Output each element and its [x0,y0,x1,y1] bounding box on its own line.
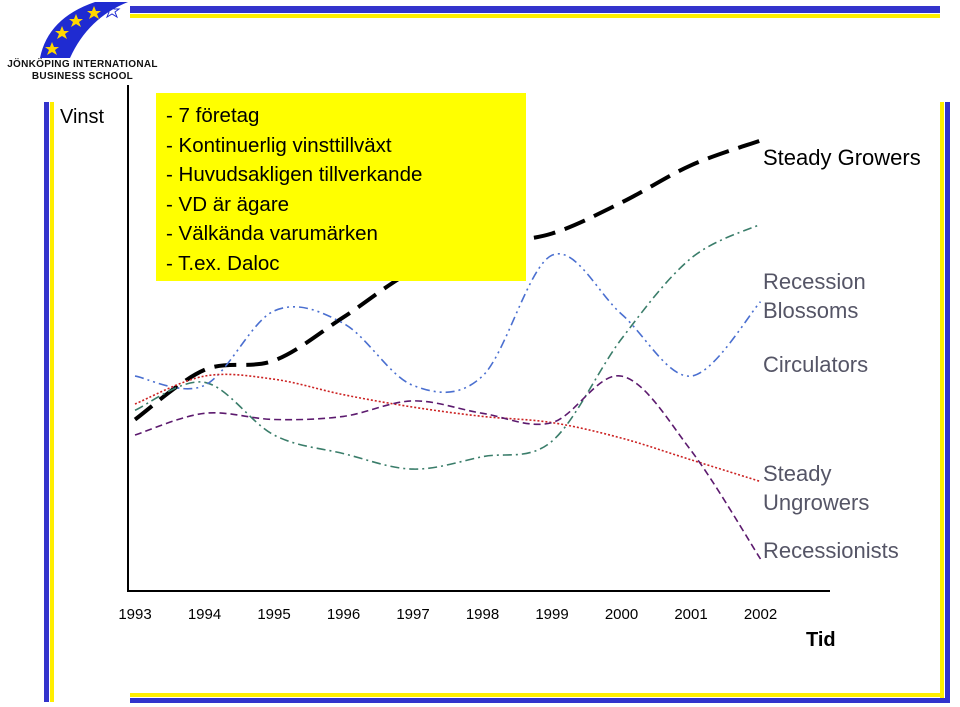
x-tick-label: 1998 [465,606,500,623]
info-line: - VD är ägare [166,192,290,216]
series-line-recession-blossoms [134,223,761,470]
frame-bottom-blue [130,698,950,703]
y-axis-label: Vinst [60,106,105,128]
school-logo: JÖNKÖPING INTERNATIONAL BUSINESS SCHOOL [0,0,170,85]
logo-outline-star [103,2,121,19]
series-layer [133,138,762,560]
label-recession-blossoms-2: Blossoms [763,298,859,323]
label-circulators: Circulators [763,352,869,377]
info-line: - Välkända varumärken [166,222,378,245]
x-tick-label: 2001 [674,606,708,623]
label-recession-blossoms-1: Recession [763,269,866,294]
frame-right-blue [945,102,950,702]
series-line-steady-ungrowers [134,373,761,483]
logo-stars [45,6,101,55]
frame-top-yellow [130,14,940,18]
label-steady-ungrowers-2: Ungrowers [763,490,870,515]
series-line-circulators [134,253,762,394]
logo-line-2: BUSINESS SCHOOL [31,71,134,82]
frame-top-blue [130,6,940,13]
series-line-steady-growers [133,138,762,422]
frame-right-yellow [940,102,944,702]
frame-bottom-yellow [130,693,940,697]
logo-line-1: JÖNKÖPING INTERNATIONAL [7,59,158,70]
info-box: - 7 företag - Kontinuerlig vinsttillväxt… [156,93,526,281]
x-tick-label: 1996 [326,606,361,623]
logo-arc [40,2,128,58]
label-recessionists: Recessionists [763,538,899,563]
info-line: - Kontinuerlig vinsttillväxt [166,133,392,157]
x-axis-label: Tid [806,629,836,651]
x-tick-label: 1995 [257,606,291,623]
label-steady-growers: Steady Growers [763,145,921,170]
x-tick-label: 1993 [118,606,152,623]
info-line: - 7 företag [166,104,260,127]
frame-left-blue [44,102,49,702]
x-tick-label: 2002 [743,606,778,623]
x-tick-label: 1999 [535,606,569,623]
x-tick-label: 1997 [396,606,430,623]
info-line: - T.ex. Daloc [166,251,280,275]
label-steady-ungrowers-1: Steady [763,461,832,486]
info-line: - Huvudsakligen tillverkande [166,163,423,186]
x-tick-label: 1994 [187,606,222,623]
frame-left-yellow [50,102,54,702]
series-line-recessionists [134,375,762,560]
x-tick-label: 2000 [604,606,639,623]
